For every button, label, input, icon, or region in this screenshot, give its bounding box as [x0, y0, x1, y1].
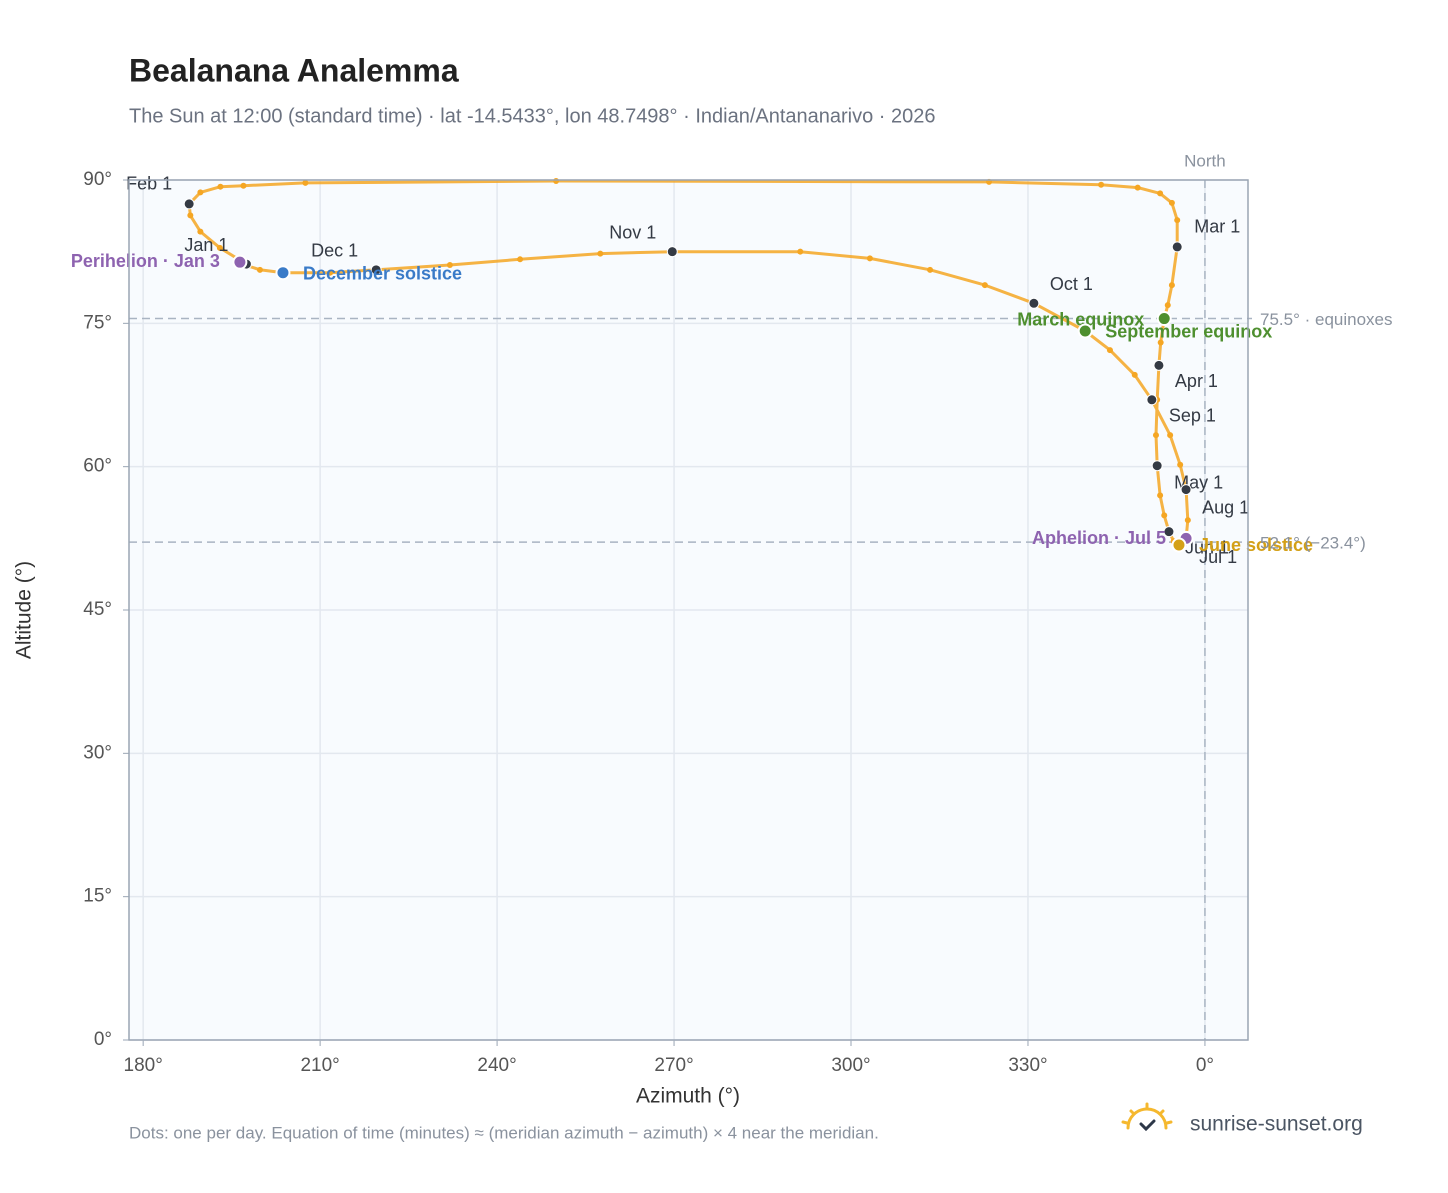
month-marker — [183, 198, 195, 210]
brand-name: sunrise-sunset.org — [1190, 1113, 1363, 1136]
y-tick-label: 60° — [83, 456, 112, 477]
event-marker — [1077, 323, 1093, 339]
month-label: Jan 1 — [184, 235, 228, 255]
x-tick-label: 210° — [300, 1055, 339, 1076]
month-label: Mar 1 — [1194, 217, 1240, 237]
daily-dot — [1168, 282, 1175, 289]
daily-dot — [1131, 371, 1138, 378]
month-marker — [1163, 526, 1175, 538]
daily-dot — [1098, 181, 1105, 188]
daily-dot — [1164, 302, 1171, 309]
month-label: Oct 1 — [1050, 274, 1093, 294]
chart-subtitle: The Sun at 12:00 (standard time) · lat -… — [129, 105, 936, 127]
north-label: North — [1184, 151, 1226, 170]
x-tick-label: 270° — [654, 1055, 693, 1076]
month-marker — [1171, 241, 1183, 253]
month-marker — [1153, 359, 1165, 371]
month-marker — [1146, 394, 1158, 406]
daily-dot — [1157, 492, 1164, 499]
month-label: Feb 1 — [126, 174, 172, 194]
brand-logo — [1121, 1102, 1173, 1132]
y-tick-label: 30° — [83, 742, 112, 763]
event-label: June solstice — [1199, 535, 1313, 555]
daily-dot — [446, 262, 453, 269]
daily-dot — [1167, 432, 1174, 439]
daily-dot — [197, 189, 204, 196]
daily-dot — [216, 244, 223, 251]
month-marker — [1180, 484, 1192, 496]
month-marker — [1151, 460, 1163, 472]
daily-dot — [187, 212, 194, 219]
plot-frame — [128, 179, 1249, 1041]
daily-dot — [256, 266, 263, 273]
daily-dot — [866, 255, 873, 262]
daily-dot — [797, 248, 804, 255]
month-marker — [666, 246, 678, 258]
daily-dot — [981, 282, 988, 289]
event-label: Perihelion · Jan 3 — [71, 251, 220, 271]
reference-label: 75.5° · equinoxes — [1260, 310, 1393, 329]
x-tick-label: 0° — [1196, 1055, 1214, 1076]
footnote: Dots: one per day. Equation of time (min… — [129, 1123, 879, 1142]
y-tick-label: 0° — [94, 1029, 112, 1050]
daily-dot — [217, 183, 224, 190]
month-label: Jul 1 — [1199, 547, 1237, 567]
month-label: Sep 1 — [1169, 406, 1216, 426]
daily-dot — [1177, 461, 1184, 468]
x-tick-label: 240° — [477, 1055, 516, 1076]
event-marker — [275, 265, 291, 281]
y-tick-label: 15° — [83, 886, 112, 907]
daily-dot — [927, 266, 934, 273]
daily-dot — [1157, 190, 1164, 197]
month-label: Jun 1 — [1185, 537, 1229, 557]
daily-dot — [517, 256, 524, 263]
daily-dot — [597, 250, 604, 257]
y-tick-label: 75° — [83, 312, 112, 333]
analemma-line — [187, 179, 1190, 547]
daily-dot — [1168, 199, 1175, 206]
month-label: Nov 1 — [609, 222, 656, 242]
x-axis-title: Azimuth (°) — [636, 1085, 740, 1108]
event-label: Aphelion · Jul 5 — [1032, 528, 1166, 548]
event-marker — [232, 254, 248, 270]
x-tick-label: 300° — [831, 1055, 870, 1076]
event-label: March equinox — [1017, 309, 1144, 329]
month-marker — [370, 264, 382, 276]
daily-dot — [327, 269, 334, 276]
reference-label: 52.1° (−23.4°) — [1260, 534, 1366, 553]
event-marker — [1156, 311, 1172, 327]
y-axis-title: Altitude (°) — [13, 561, 36, 659]
daily-dot — [1134, 184, 1141, 191]
daily-dot — [197, 228, 204, 235]
month-label: Apr 1 — [1175, 371, 1218, 391]
daily-dot — [1157, 339, 1164, 346]
daily-dot — [553, 177, 560, 184]
daily-dot — [302, 179, 309, 186]
event-marker — [1171, 537, 1187, 553]
daily-dot — [1161, 512, 1168, 519]
month-label: Dec 1 — [311, 241, 358, 261]
chart-title: Bealanana Analemma — [129, 52, 459, 88]
month-marker — [1028, 297, 1040, 309]
daily-dot — [1184, 517, 1191, 524]
x-tick-label: 330° — [1008, 1055, 1047, 1076]
daily-dot — [240, 182, 247, 189]
daily-dot — [1174, 217, 1181, 224]
daily-dot — [1106, 347, 1113, 354]
month-label: Aug 1 — [1202, 497, 1249, 517]
event-label: December solstice — [303, 263, 462, 283]
event-label: September equinox — [1105, 322, 1272, 342]
y-tick-label: 90° — [83, 169, 112, 190]
y-tick-label: 45° — [83, 599, 112, 620]
daily-dot — [1152, 432, 1159, 439]
x-tick-label: 180° — [124, 1055, 163, 1076]
